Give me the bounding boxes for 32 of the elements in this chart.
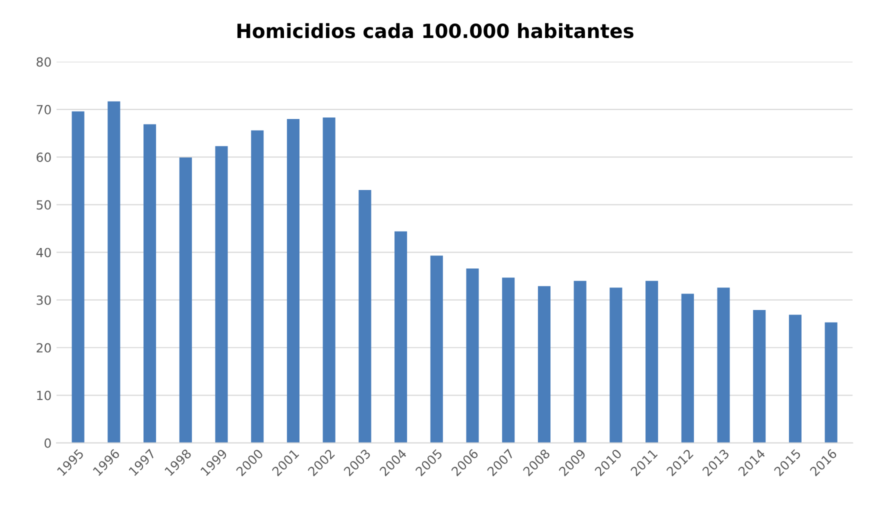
bar [430,256,443,443]
y-tick-label: 20 [36,343,51,353]
bar [466,268,479,443]
bar [502,278,515,443]
bar [322,118,336,443]
bar [179,158,192,443]
bar [538,286,550,443]
y-tick-label: 80 [36,57,51,67]
y-tick-label: 10 [37,390,51,400]
y-tick-label: 40 [36,248,51,258]
bar [144,124,156,443]
bar [610,288,622,443]
bar [394,231,408,443]
chart-title: Homicidios cada 100.000 habitantes [237,23,634,38]
y-tick-label: 30 [36,295,51,305]
bar [753,310,766,443]
y-tick-label: 50 [36,200,51,210]
y-tick-label: 0 [44,438,51,448]
bar [824,322,838,443]
bar [788,314,802,443]
bar [574,280,586,443]
bar [72,111,84,443]
bar [108,101,120,443]
bar [215,146,228,443]
y-tick-label: 60 [36,152,51,162]
bar [358,190,372,443]
bar [286,118,300,443]
bar [646,280,658,443]
bar [717,288,730,443]
y-tick-label: 70 [36,104,51,114]
bar [251,130,264,443]
bar [681,294,694,443]
